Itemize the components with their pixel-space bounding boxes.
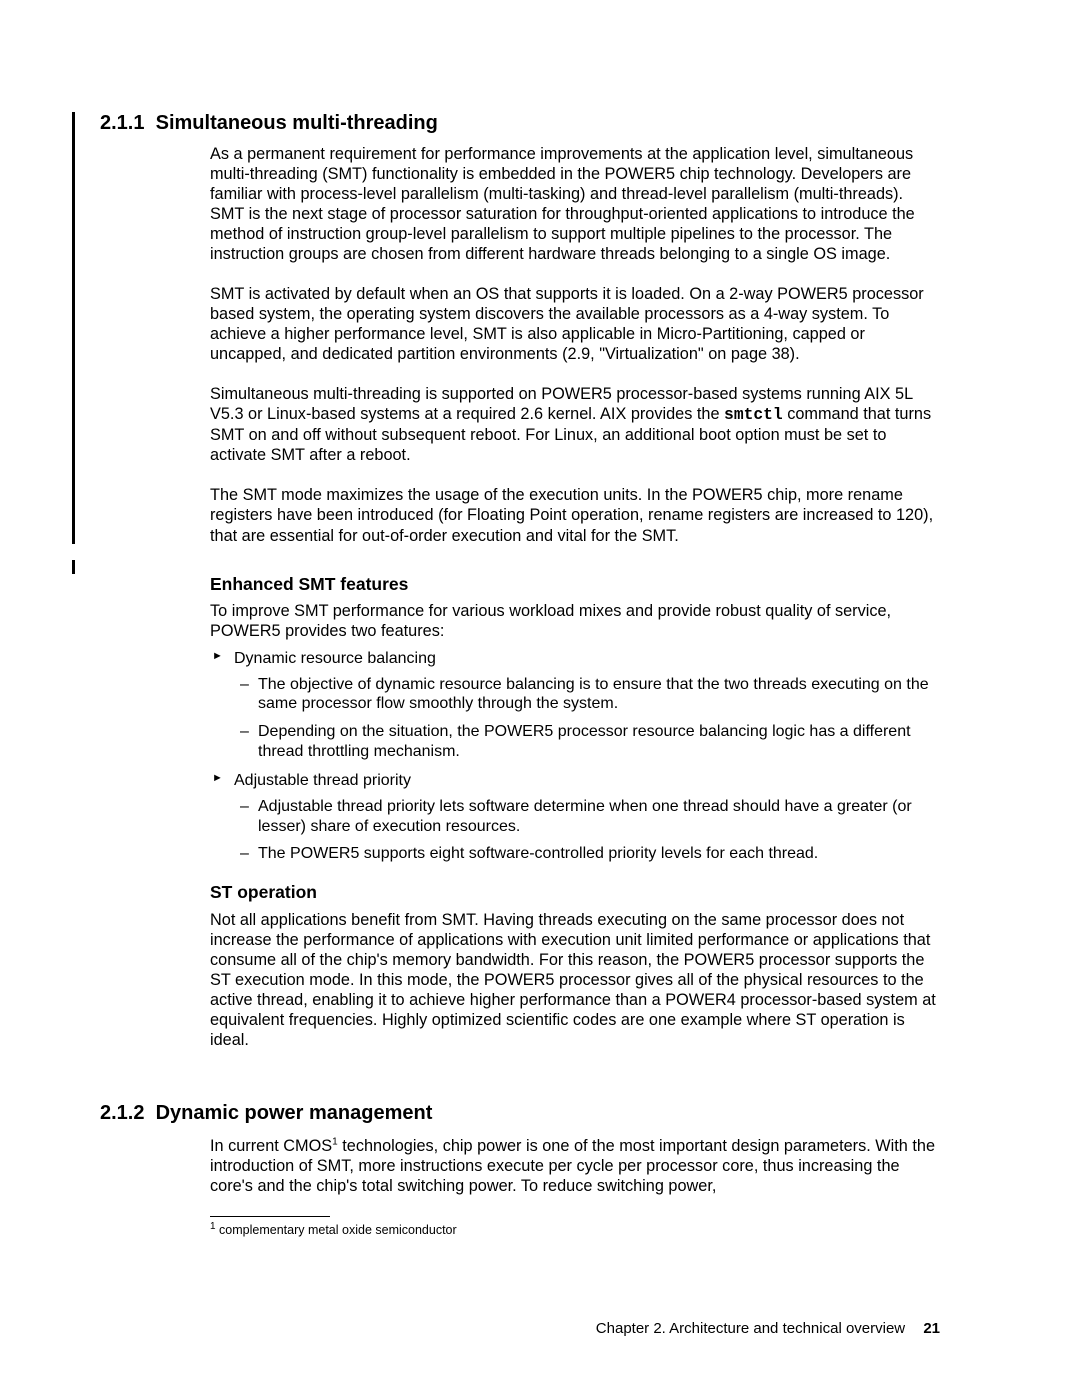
section-number: 2.1.1: [100, 112, 144, 134]
body-content-2: In current CMOS1 technologies, chip powe…: [210, 1136, 940, 1238]
subheading-st-operation: ST operation: [210, 882, 940, 904]
footnote: 1 complementary metal oxide semiconducto…: [210, 1221, 940, 1238]
section-title: Simultaneous multi-threading: [156, 112, 438, 134]
paragraph: The SMT mode maximizes the usage of the …: [210, 485, 940, 545]
section-title: Dynamic power management: [156, 1102, 433, 1124]
body-content: As a permanent requirement for performan…: [210, 144, 940, 1078]
list-item: The POWER5 supports eight software-contr…: [258, 844, 940, 864]
footer-page-number: 21: [923, 1320, 940, 1337]
list-item: The objective of dynamic resource balanc…: [258, 675, 940, 714]
change-bar: [72, 112, 75, 544]
inline-code: smtctl: [724, 405, 783, 424]
footer-chapter: Chapter 2. Architecture and technical ov…: [596, 1320, 905, 1337]
page-footer: Chapter 2. Architecture and technical ov…: [0, 1320, 1080, 1337]
sub-list: Adjustable thread priority lets software…: [234, 797, 940, 864]
section-number: 2.1.2: [100, 1102, 144, 1124]
bullet-list: Dynamic resource balancing The objective…: [210, 649, 940, 864]
change-bar: [72, 560, 75, 574]
footnote-rule: [210, 1216, 330, 1217]
list-item: Adjustable thread priority lets software…: [258, 797, 940, 836]
paragraph: Simultaneous multi-threading is supporte…: [210, 384, 940, 465]
sub-list: The objective of dynamic resource balanc…: [234, 675, 940, 762]
page: 2.1.1 Simultaneous multi-threading As a …: [0, 0, 1080, 1397]
list-item: Adjustable thread priority Adjustable th…: [234, 771, 940, 864]
paragraph: To improve SMT performance for various w…: [210, 601, 940, 641]
paragraph: In current CMOS1 technologies, chip powe…: [210, 1136, 940, 1196]
section-heading-211: 2.1.1 Simultaneous multi-threading: [100, 112, 438, 135]
subheading-enhanced-smt: Enhanced SMT features: [210, 574, 940, 596]
list-item: Depending on the situation, the POWER5 p…: [258, 722, 940, 761]
list-item: Dynamic resource balancing The objective…: [234, 649, 940, 761]
section-heading-212: 2.1.2 Dynamic power management: [100, 1102, 432, 1125]
paragraph: As a permanent requirement for performan…: [210, 144, 940, 264]
paragraph: Not all applications benefit from SMT. H…: [210, 910, 940, 1050]
paragraph: SMT is activated by default when an OS t…: [210, 284, 940, 364]
